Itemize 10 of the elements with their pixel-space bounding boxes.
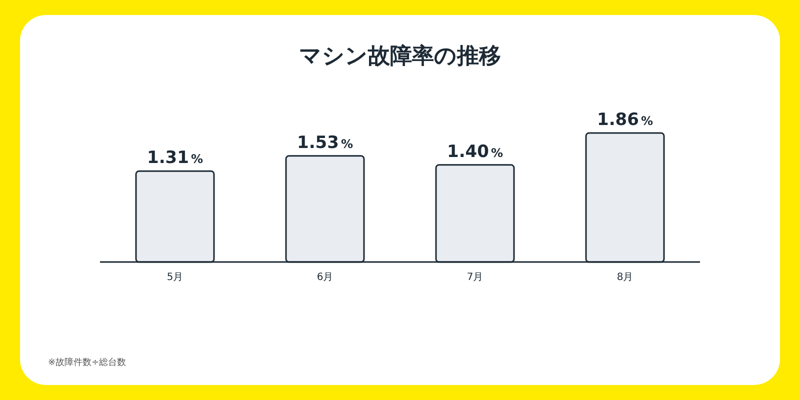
data-label: 1.53% — [297, 132, 353, 153]
data-label: 1.86% — [597, 110, 653, 130]
x-tick-label: 7月 — [466, 272, 484, 283]
text: ※故障件数÷総台数 — [48, 357, 126, 368]
x-tick-label: 6月 — [316, 272, 334, 283]
chart-title: マシン故障率の推移 — [299, 43, 501, 69]
data-label: 1.31% — [147, 148, 203, 168]
x-tick-label: 8月 — [616, 272, 634, 283]
x-tick-label: 5月 — [166, 272, 184, 283]
data-label: 1.40% — [447, 142, 503, 162]
